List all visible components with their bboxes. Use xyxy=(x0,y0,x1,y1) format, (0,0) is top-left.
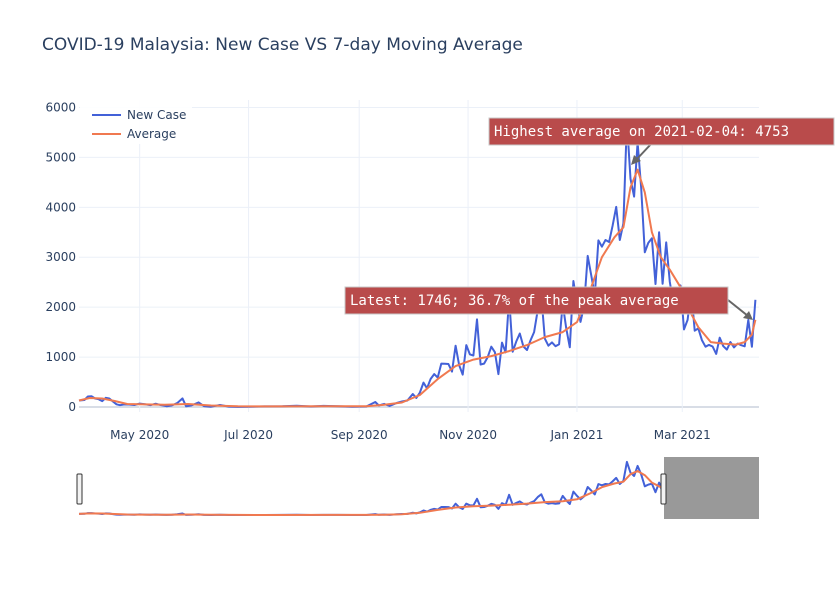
legend-label-average[interactable]: Average xyxy=(127,127,176,141)
peak-annotation-box xyxy=(488,117,835,146)
latest-annotation-arrow xyxy=(727,299,749,317)
range-slider-right-handle[interactable] xyxy=(660,473,667,505)
annotations: Highest average on 2021-02-04: 4753 Late… xyxy=(344,117,835,320)
x-tick-label: May 2020 xyxy=(110,428,169,442)
legend-label-new-case[interactable]: New Case xyxy=(127,108,186,122)
y-tick-label: 1000 xyxy=(45,350,76,364)
range-slider-left-handle[interactable] xyxy=(76,473,83,505)
x-tick-label: Sep 2020 xyxy=(331,428,388,442)
x-tick-label: Nov 2020 xyxy=(439,428,497,442)
y-tick-label: 4000 xyxy=(45,200,76,214)
x-tick-label: Jul 2020 xyxy=(223,428,273,442)
series-line-new-case[interactable] xyxy=(78,120,757,408)
x-tick-label: Mar 2021 xyxy=(654,428,711,442)
x-axis: May 2020 Jul 2020 Sep 2020 Nov 2020 Jan 2021… xyxy=(110,428,711,442)
peak-annotation-arrow xyxy=(635,142,653,161)
plot-grid xyxy=(79,100,759,412)
range-slider-mask xyxy=(664,457,759,519)
latest-annotation-box xyxy=(344,286,729,315)
plot-series xyxy=(78,120,757,408)
peak-annotation-arrowhead xyxy=(631,155,641,165)
y-tick-label: 3000 xyxy=(45,250,76,264)
y-tick-label: 6000 xyxy=(45,100,76,114)
peak-annotation-text: Highest average on 2021-02-04: 4753 xyxy=(494,124,789,140)
legend[interactable]: New Case Average xyxy=(80,100,192,144)
y-axis: 0 1000 2000 3000 4000 5000 6000 xyxy=(45,100,76,414)
latest-annotation-text: Latest: 1746; 36.7% of the peak average xyxy=(350,293,679,309)
y-tick-label: 0 xyxy=(68,400,76,414)
y-tick-label: 2000 xyxy=(45,300,76,314)
x-tick-label: Jan 2021 xyxy=(550,428,604,442)
chart-title: COVID-19 Malaysia: New Case VS 7-day Mov… xyxy=(42,35,523,55)
latest-annotation-arrowhead xyxy=(743,311,753,320)
y-tick-label: 5000 xyxy=(45,150,76,164)
range-slider-track xyxy=(79,457,759,519)
range-slider[interactable] xyxy=(76,457,759,519)
